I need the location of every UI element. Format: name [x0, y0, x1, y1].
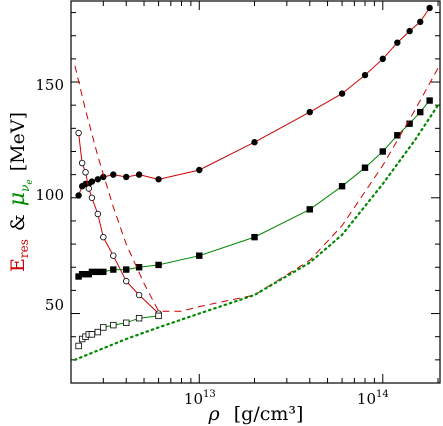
data-point-mu_open	[135, 314, 143, 322]
y-tick-label-100: 100	[35, 186, 64, 204]
data-point-eres_open	[75, 129, 82, 137]
data-point-mu_open	[88, 331, 96, 338]
data-point-mu_filled	[306, 206, 313, 213]
data-point-eres_open	[110, 252, 117, 259]
data-point-eres_open	[88, 194, 96, 201]
data-point-eres_filled	[417, 18, 424, 26]
data-point-eres_filled	[110, 171, 117, 178]
data-point-mu_open	[110, 321, 117, 329]
data-point-mu_filled	[94, 268, 102, 276]
data-point-eres_filled	[394, 39, 401, 46]
data-point-eres_open	[123, 277, 130, 285]
data-point-mu_open	[75, 342, 82, 350]
data-point-eres_filled	[379, 55, 386, 63]
data-point-mu_filled	[88, 268, 96, 276]
data-point-mu_filled	[196, 252, 203, 259]
data-point-eres_filled	[135, 171, 143, 178]
data-point-mu_filled	[100, 268, 107, 276]
x-tick-label-1e14: 10 14	[357, 389, 389, 408]
data-point-mu_filled	[155, 261, 162, 269]
series-line-eres_open	[78, 132, 159, 314]
data-point-mu_filled	[338, 183, 346, 190]
series-line-eres_filled	[78, 7, 431, 196]
series-group	[73, 4, 440, 361]
y-tick-label-150: 150	[35, 76, 64, 94]
svg-text:13: 13	[203, 389, 216, 400]
data-point-eres_filled	[251, 139, 258, 146]
data-point-mu_filled	[417, 108, 424, 116]
series-line-mu_dotted	[73, 104, 440, 361]
data-point-eres_filled	[88, 178, 96, 185]
data-point-eres_filled	[306, 108, 313, 116]
axis-ticks	[70, 1, 440, 384]
data-point-eres_filled	[361, 71, 369, 79]
data-point-mu_filled	[379, 148, 386, 155]
data-point-mu_open	[100, 324, 107, 331]
data-point-eres_open	[135, 291, 143, 299]
data-point-mu_filled	[110, 266, 117, 273]
data-point-mu_filled	[394, 132, 401, 139]
series-line-eres_dashed	[74, 65, 439, 312]
plot-frame	[70, 0, 441, 384]
data-point-eres_filled	[75, 192, 82, 199]
data-point-eres_open	[100, 233, 107, 241]
data-point-eres_filled	[338, 90, 346, 97]
data-point-eres_filled	[196, 166, 203, 174]
data-point-mu_open	[123, 319, 130, 327]
data-point-mu_open	[155, 312, 162, 320]
data-point-eres_filled	[155, 176, 162, 183]
data-point-mu_filled	[123, 266, 130, 273]
svg-text:10: 10	[184, 390, 203, 408]
data-point-eres_open	[82, 169, 89, 176]
data-point-mu_filled	[251, 233, 258, 241]
x-tick-label-1e13: 10 13	[184, 389, 216, 408]
x-axis-label: ρ [g/cm³]	[208, 403, 304, 425]
data-point-eres_open	[94, 210, 102, 218]
data-point-mu_filled	[426, 97, 433, 104]
data-point-eres_filled	[426, 4, 433, 12]
data-point-eres_filled	[123, 173, 130, 181]
data-point-mu_open	[94, 328, 102, 336]
data-point-mu_filled	[135, 264, 143, 271]
data-point-eres_filled	[94, 176, 102, 183]
series-line-mu_filled	[78, 100, 430, 277]
svg-text:10: 10	[357, 390, 376, 408]
svg-text:Eres&μνe[MeV]: Eres&μνe[MeV]	[5, 112, 35, 272]
data-point-eres_open	[85, 185, 92, 192]
svg-text:14: 14	[376, 389, 389, 400]
y-tick-label-50: 50	[45, 296, 64, 314]
data-point-eres_open	[78, 159, 86, 167]
data-point-mu_filled	[361, 164, 369, 171]
y-axis-label: Eres&μνe[MeV]	[5, 112, 35, 272]
data-point-eres_filled	[406, 27, 413, 35]
